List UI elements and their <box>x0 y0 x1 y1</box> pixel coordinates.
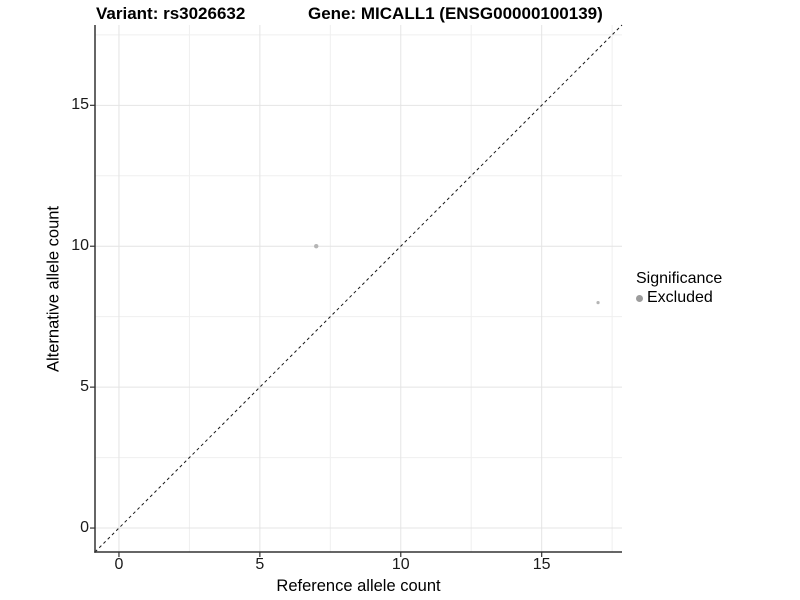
y-tick-label: 10 <box>71 237 89 255</box>
data-point <box>596 300 600 305</box>
y-tick-label: 15 <box>71 96 89 114</box>
legend-item-label: Excluded <box>647 289 713 306</box>
plot-title-gene: Gene: MICALL1 (ENSG00000100139) <box>308 4 603 23</box>
data-point <box>314 244 319 249</box>
y-tick-label: 0 <box>80 519 89 537</box>
y-axis-title: Alternative allele count <box>44 205 63 373</box>
legend-item-excluded: Excluded <box>636 289 722 307</box>
legend: Significance Excluded <box>636 269 722 307</box>
x-tick-label: 15 <box>532 556 551 573</box>
identity-line <box>94 24 623 553</box>
y-tick-label: 5 <box>80 378 89 396</box>
x-tick-label: 5 <box>255 556 265 573</box>
x-tick-label: 0 <box>114 556 124 573</box>
plot-title-variant: Variant: rs3026632 <box>96 4 246 23</box>
legend-title: Significance <box>636 270 723 287</box>
x-axis-title: Reference allele count <box>276 577 441 595</box>
x-tick-label: 10 <box>391 556 410 573</box>
legend-key-dot-icon <box>636 294 643 302</box>
